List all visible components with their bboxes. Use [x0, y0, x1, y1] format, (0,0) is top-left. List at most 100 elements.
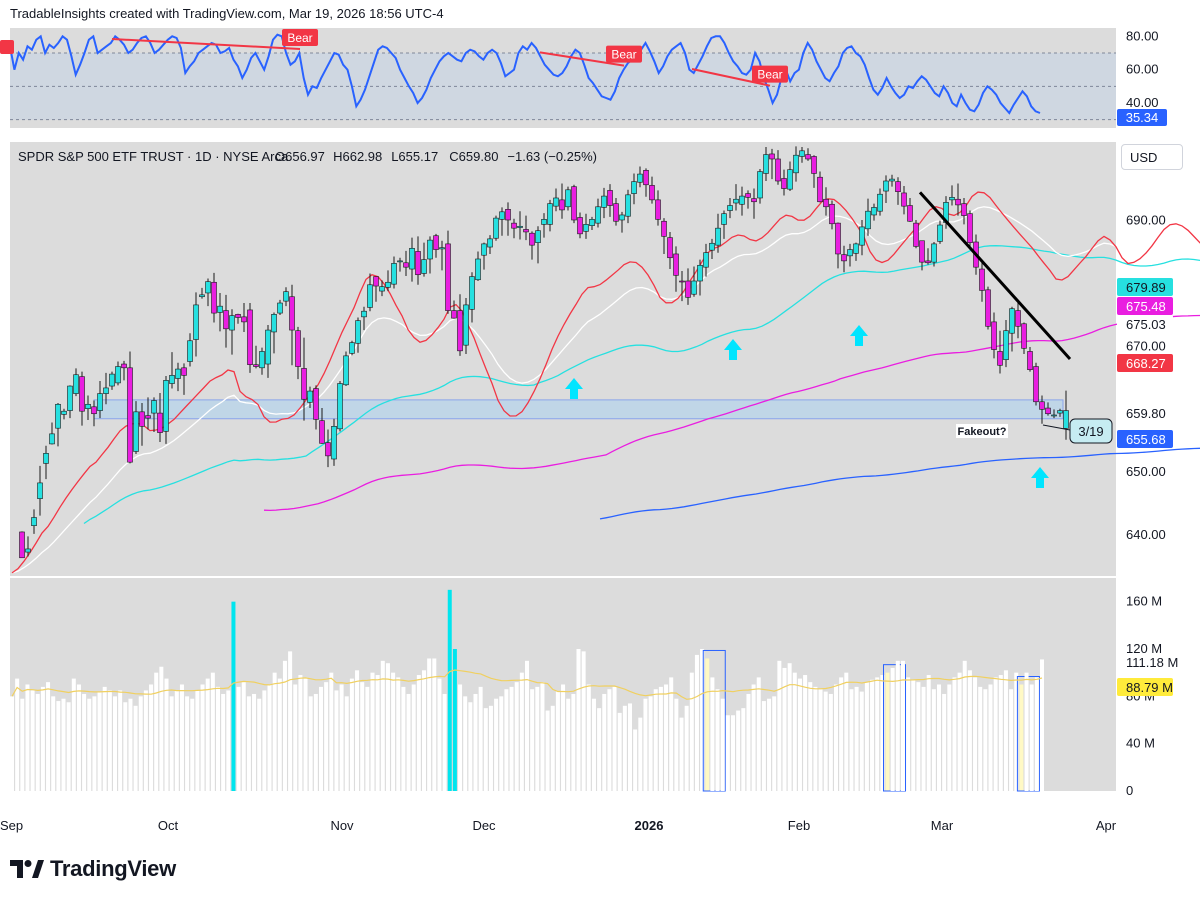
candle-up [109, 373, 115, 387]
volume-bar [422, 670, 426, 791]
volume-bar [128, 698, 133, 791]
candle-up [499, 211, 505, 220]
candle-up [637, 173, 643, 183]
candle-up [391, 263, 397, 285]
candle-up [421, 259, 427, 274]
candle-down [1033, 366, 1039, 403]
volume-bar [200, 684, 205, 791]
volume-bar [803, 675, 808, 791]
volume-bar [241, 682, 246, 791]
volume-bar [365, 686, 370, 791]
volume-bar [262, 690, 267, 791]
volume-bar [370, 672, 375, 791]
volume-bar [71, 678, 76, 791]
volume-bar [282, 660, 287, 791]
volume-bar [246, 696, 251, 791]
candle-up [619, 214, 625, 221]
volume-bar [761, 701, 766, 791]
candle-down [139, 411, 145, 427]
volume-bar [839, 677, 844, 791]
up-arrow-icon [565, 378, 583, 399]
candle-down [805, 154, 811, 160]
volume-bar [1024, 672, 1029, 791]
volume-bar [272, 672, 277, 791]
candle-down [211, 281, 217, 314]
time-tick-label: Nov [330, 818, 354, 833]
candle-up [949, 197, 955, 201]
candle-down [643, 170, 649, 186]
date-callout-leader [1042, 424, 1071, 431]
volume-bar [612, 686, 617, 791]
volume-bar [535, 686, 540, 791]
volume-bar [51, 696, 56, 791]
candle-up [55, 403, 61, 429]
candle-up [115, 366, 121, 384]
volume-bar [875, 677, 880, 791]
candle-up [877, 193, 883, 212]
volume-bar [164, 678, 169, 791]
candle-up [865, 210, 871, 230]
candle-up [547, 203, 553, 225]
volume-bar [123, 702, 128, 791]
volume-bar [298, 675, 303, 791]
candle-up [463, 304, 469, 346]
volume-ma-line [11, 669, 1043, 700]
volume-bar [787, 663, 792, 791]
candle-down [79, 376, 85, 412]
candle-down [841, 254, 847, 262]
bear-signal-badge [282, 29, 318, 46]
volume-last-value: 111.18 M [1126, 655, 1178, 670]
volume-bar [133, 705, 138, 791]
volume-bar [252, 693, 257, 791]
volume-bar [834, 684, 838, 791]
candle-down [895, 181, 901, 192]
candle-down [781, 178, 787, 189]
volume-bar [710, 677, 715, 791]
sma-100-last-value-badge [1117, 297, 1173, 315]
volume-bar [926, 675, 931, 791]
volume-bar [844, 672, 849, 791]
candle-up [1051, 414, 1057, 417]
volume-bar [720, 698, 725, 791]
candle-up [25, 548, 31, 553]
candle-up [1063, 410, 1069, 429]
up-arrow-icon [724, 339, 742, 360]
last-close-value: 659.80 [1126, 406, 1166, 421]
candle-up [265, 329, 271, 365]
candle-down [775, 158, 781, 182]
candle-up [937, 224, 943, 242]
tradingview-logo[interactable]: TradingView [10, 856, 176, 882]
volume-bar [401, 686, 406, 791]
volume-bar [437, 678, 442, 791]
candle-down [127, 367, 133, 463]
volume-bar [617, 712, 622, 791]
candle-up [187, 340, 193, 362]
bear-signal-badge [606, 45, 642, 63]
time-tick-label: 2026 [635, 818, 664, 833]
last-close-value-badge [1117, 404, 1173, 422]
volume-bar [772, 696, 777, 791]
candle-down [319, 420, 325, 444]
candle-down [313, 388, 319, 420]
volume-bar [15, 678, 20, 791]
volume-bar [900, 660, 905, 791]
volume-bar-spike [447, 589, 452, 791]
volume-bar [823, 691, 828, 791]
candle-up [475, 258, 481, 281]
candle-up [1009, 308, 1015, 334]
candle-down [661, 220, 667, 237]
volume-bar [530, 689, 535, 791]
volume-bar [226, 690, 231, 791]
candle-up [31, 517, 37, 526]
sma-200-last-value: 655.68 [1126, 432, 1166, 447]
volume-bar [210, 672, 215, 791]
volume-bar [792, 672, 797, 791]
volume-tick-label: 160 M [1126, 594, 1162, 609]
volume-bar [664, 684, 669, 791]
currency-button[interactable]: USD [1121, 144, 1183, 170]
candle-up [727, 205, 733, 211]
candle-up [49, 433, 55, 445]
candle-down [511, 222, 517, 229]
volume-bar [483, 708, 488, 791]
